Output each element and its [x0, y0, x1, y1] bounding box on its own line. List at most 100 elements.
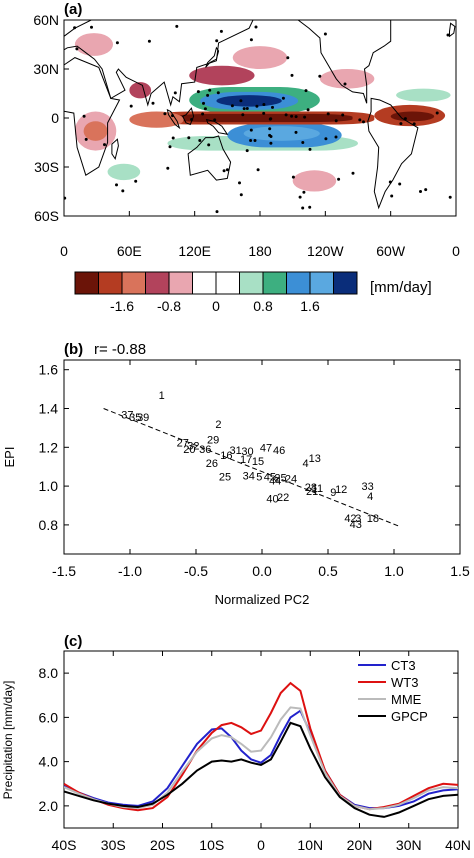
scatter-point-label: 5 [256, 471, 262, 483]
scatter-point-label: 25 [219, 471, 231, 483]
correlation-annotation: r= -0.88 [94, 341, 146, 358]
atlantic-positive [396, 88, 451, 102]
significance-dot [301, 141, 305, 144]
scatter-xlabel: Normalized PC2 [215, 592, 310, 607]
significance-dot [253, 139, 257, 142]
significance-dot [290, 73, 294, 77]
scatter-point-label: 24 [285, 473, 297, 485]
significance-dot [241, 113, 245, 117]
line-xtick-label: 10S [199, 837, 224, 853]
scatter-ytick-label: 1.4 [39, 401, 59, 417]
series-line-ct3 [64, 709, 458, 810]
significance-dot [90, 25, 93, 29]
scatter-point-label: 26 [206, 458, 218, 470]
significance-dot [446, 33, 450, 37]
scatter-point-label: 22 [277, 492, 289, 504]
map-ticks: 60N 30N 0 30S 60S 0 60E 120E 180 120W 60W 0 [33, 12, 460, 259]
legend-label-mme: MME [391, 692, 422, 707]
scatter-point-label: 25 [274, 472, 286, 484]
line-ytick-label: 2.0 [39, 798, 59, 814]
legend: CT3 WT3 MME GPCP [358, 658, 428, 724]
scatter-point-label: 4 [367, 491, 373, 503]
significance-dot [242, 107, 246, 111]
series-line-wt3 [64, 681, 458, 812]
significance-dot [121, 189, 125, 193]
significance-dot [291, 175, 295, 179]
significance-dot [308, 147, 312, 151]
panel-c: (c) 40S 30S 20S 10S 0 10N 20N 30N 40N 2.0 4.0 6.0 8.… [1, 633, 471, 853]
colorbar-tick-label: 0.8 [253, 298, 273, 314]
significance-dot [201, 112, 205, 116]
scatter-ytick-label: 1.2 [39, 439, 59, 455]
significance-dot [271, 105, 274, 109]
europe-light [74, 33, 113, 56]
maritime-negative [129, 111, 184, 128]
significance-dot [129, 104, 133, 108]
panel-a: (a) 60N 30N 0 30S 60S 0 60E 120E 180 120W 60W 0 -1.… [33, 1, 460, 314]
madagascar-outline [111, 138, 119, 161]
significance-dot [190, 118, 194, 121]
scatter-point-label: 17 [240, 454, 252, 466]
line-xtick-label: 20N [347, 837, 373, 853]
scatter-point-label: 40 [266, 494, 278, 506]
line-xtick-label: 40N [445, 837, 471, 853]
line-ytick-label: 4.0 [39, 754, 59, 770]
significance-dot [238, 181, 241, 185]
significance-dot [173, 91, 177, 95]
significance-dot [225, 168, 229, 172]
colorbar-cell [215, 271, 240, 295]
line-ylabel: Precipitation [mm/day] [1, 681, 15, 800]
series-line-mme [64, 706, 458, 811]
panel-c-label: (c) [64, 633, 82, 650]
significance-dot [249, 139, 253, 142]
colorbar-cell [286, 271, 311, 295]
scatter-point-label: 30 [241, 446, 253, 458]
map-xtick-label: 60W [376, 243, 406, 259]
scatter-point-label: 37 [121, 409, 133, 421]
significance-dot [206, 93, 210, 97]
scatter-ticks: -1.5 -1.0 -0.5 0.0 0.5 1.0 1.5 0.8 1.0 1.2 1.4 1.6 [39, 360, 470, 579]
panel-a-label: (a) [64, 1, 82, 18]
colorbar-cell [74, 271, 99, 295]
significance-dot [281, 96, 285, 100]
map-ytick-label: 60N [33, 12, 59, 28]
significance-dot [341, 113, 345, 117]
significance-dot [216, 91, 220, 95]
significance-dot [398, 182, 402, 186]
line-plot-area [64, 681, 458, 818]
panel-b-label: (b) [64, 341, 83, 358]
scatter-xtick-label: -0.5 [184, 563, 208, 579]
map-xtick-label: 0 [452, 243, 460, 259]
significance-dot [284, 113, 288, 117]
scatter-point-label: 46 [273, 445, 285, 457]
colorbar-cell [333, 271, 358, 295]
significance-dot [239, 99, 243, 103]
scatter-point-label: 18 [367, 513, 379, 525]
significance-dot [208, 88, 212, 92]
significance-dot [151, 101, 155, 105]
significance-dot [424, 188, 428, 192]
scatter-point-label: 4 [302, 458, 308, 470]
significance-dot [324, 137, 328, 141]
map-ytick-label: 60S [34, 208, 59, 224]
significance-dot [256, 168, 260, 172]
significance-dot [269, 117, 273, 121]
north-america-outline [280, 20, 392, 104]
significance-dot [171, 136, 175, 140]
line-xtick-label: 20S [150, 837, 175, 853]
scatter-point-label: 44 [269, 475, 281, 487]
significance-dot [215, 39, 219, 43]
significance-dot [75, 47, 79, 51]
line-xtick-label: 40S [52, 837, 77, 853]
colorbar-cell [239, 271, 264, 295]
scatter-point-label: 47 [260, 442, 272, 454]
colorbar-cell [309, 271, 334, 295]
scatter-point-label: 3 [355, 513, 361, 525]
significance-dot [168, 145, 172, 149]
map-ytick-label: 30N [33, 61, 59, 77]
scatter-xtick-label: 1.0 [384, 563, 404, 579]
line-xtick-label: 10N [297, 837, 323, 853]
india-negative [129, 82, 152, 99]
sumatra-outline [166, 108, 181, 130]
